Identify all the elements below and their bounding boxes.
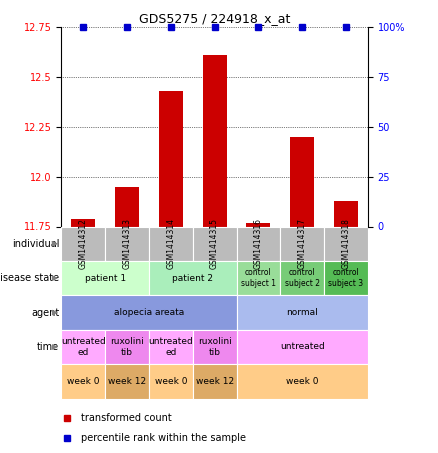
- Text: GSM1414315: GSM1414315: [210, 218, 219, 269]
- Bar: [61, 226, 105, 261]
- Text: ruxolini
tib: ruxolini tib: [110, 337, 144, 357]
- Text: alopecia areata: alopecia areata: [114, 308, 184, 317]
- Text: GSM1414316: GSM1414316: [254, 218, 263, 269]
- Text: week 12: week 12: [108, 377, 146, 386]
- Bar: [105, 364, 149, 399]
- Text: control
subject 3: control subject 3: [328, 269, 364, 288]
- Bar: [237, 330, 368, 364]
- Bar: [61, 261, 149, 295]
- Bar: [71, 218, 95, 226]
- Bar: [280, 226, 324, 261]
- Text: week 0: week 0: [286, 377, 318, 386]
- Bar: [280, 261, 324, 295]
- Text: untreated
ed: untreated ed: [61, 337, 106, 357]
- Bar: [193, 364, 237, 399]
- Bar: [237, 226, 280, 261]
- Bar: [324, 261, 368, 295]
- Bar: [246, 222, 270, 226]
- Text: GSM1414318: GSM1414318: [342, 218, 350, 269]
- Text: percentile rank within the sample: percentile rank within the sample: [81, 433, 246, 443]
- Bar: [61, 364, 105, 399]
- Text: week 0: week 0: [155, 377, 187, 386]
- Bar: [149, 226, 193, 261]
- Text: ruxolini
tib: ruxolini tib: [198, 337, 232, 357]
- Bar: [149, 364, 193, 399]
- Text: GSM1414313: GSM1414313: [123, 218, 131, 269]
- Text: individual: individual: [12, 239, 59, 249]
- Text: week 0: week 0: [67, 377, 99, 386]
- Text: disease state: disease state: [0, 273, 59, 283]
- Bar: [237, 364, 368, 399]
- Bar: [334, 201, 358, 226]
- Text: patient 1: patient 1: [85, 274, 126, 283]
- Text: untreated: untreated: [280, 342, 325, 352]
- Text: agent: agent: [31, 308, 59, 318]
- Bar: [61, 295, 237, 330]
- Title: GDS5275 / 224918_x_at: GDS5275 / 224918_x_at: [139, 12, 290, 24]
- Text: control
subject 1: control subject 1: [241, 269, 276, 288]
- Text: GSM1414314: GSM1414314: [166, 218, 175, 269]
- Bar: [105, 226, 149, 261]
- Bar: [193, 330, 237, 364]
- Text: week 12: week 12: [195, 377, 234, 386]
- Bar: [290, 137, 314, 226]
- Bar: [149, 330, 193, 364]
- Text: GSM1414317: GSM1414317: [298, 218, 307, 269]
- Text: untreated
ed: untreated ed: [148, 337, 193, 357]
- Bar: [202, 55, 227, 226]
- Bar: [105, 330, 149, 364]
- Text: GSM1414312: GSM1414312: [79, 218, 88, 269]
- Text: control
subject 2: control subject 2: [285, 269, 320, 288]
- Text: patient 2: patient 2: [172, 274, 213, 283]
- Bar: [193, 226, 237, 261]
- Bar: [324, 226, 368, 261]
- Bar: [61, 330, 105, 364]
- Text: transformed count: transformed count: [81, 413, 172, 423]
- Bar: [149, 261, 237, 295]
- Bar: [115, 187, 139, 226]
- Bar: [159, 91, 183, 226]
- Text: normal: normal: [286, 308, 318, 317]
- Text: time: time: [37, 342, 59, 352]
- Bar: [237, 261, 280, 295]
- Bar: [237, 295, 368, 330]
